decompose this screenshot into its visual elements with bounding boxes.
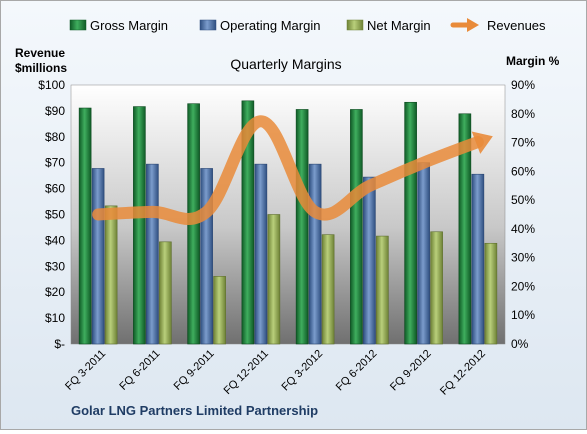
bar-net-margin [213, 276, 226, 345]
bar-operating-margin [91, 168, 105, 345]
chart-title: Quarterly Margins [230, 56, 341, 72]
right-tick-label: 90% [511, 78, 535, 92]
bar-gross-margin [404, 101, 417, 345]
left-tick-label: $100 [38, 78, 65, 92]
left-tick-label: $50 [45, 208, 65, 222]
legend-swatch-revenues [450, 18, 479, 32]
revenue-line-arrowhead [471, 131, 493, 154]
right-tick-label: 20% [511, 279, 535, 293]
category-label: FQ 9-2012 [388, 348, 434, 394]
legend-swatch-gross-margin [69, 19, 87, 31]
left-axis-title-line1: Revenue [15, 46, 65, 60]
category-label: FQ 3-2012 [280, 348, 326, 394]
revenue-line-group [92, 115, 493, 226]
right-tick-label: 70% [511, 136, 535, 150]
bar-net-margin [159, 241, 172, 345]
left-tick-label: $60 [45, 182, 65, 196]
bar-operating-margin [471, 173, 485, 345]
bar-operating-margin [417, 162, 430, 345]
bar-gross-margin [295, 109, 309, 345]
bar-gross-margin [133, 106, 146, 345]
legend-label-operating-margin: Operating Margin [220, 18, 320, 33]
bar-operating-margin [363, 176, 376, 345]
legend-label-net-margin: Net Margin [367, 18, 431, 33]
bar-net-margin [267, 214, 281, 345]
right-axis-title: Margin % [506, 54, 560, 68]
left-axis-ticks: $- $10 $20 $30 $40 $50 $60 $70 $80 $90 $100 [38, 78, 65, 351]
right-tick-label: 10% [511, 308, 535, 322]
bar-net-margin [430, 231, 443, 345]
bar-operating-margin [146, 163, 159, 345]
category-label: FQ 9-2011 [172, 348, 217, 393]
bar-net-margin [484, 242, 498, 345]
right-tick-label: 30% [511, 251, 535, 265]
left-tick-label: $- [54, 337, 65, 351]
legend-label-revenues: Revenues [487, 18, 546, 33]
bar-gross-margin [350, 109, 363, 345]
left-tick-label: $70 [45, 156, 65, 170]
right-tick-label: 0% [511, 337, 529, 351]
legend-swatch-net-margin [346, 19, 364, 31]
bar-gross-margin [458, 113, 472, 345]
bar-gross-margin [78, 107, 92, 345]
legend: Gross Margin Operating Margin Net Margin… [69, 18, 546, 33]
right-tick-label: 50% [511, 193, 535, 207]
bar-net-margin [104, 205, 118, 345]
footer-company-name: Golar LNG Partners Limited Partnership [71, 403, 318, 418]
bar-operating-margin [254, 163, 268, 345]
category-label: FQ 6-2011 [117, 348, 162, 393]
left-tick-label: $20 [45, 285, 65, 299]
left-tick-label: $30 [45, 259, 65, 273]
left-tick-label: $40 [45, 233, 65, 247]
bar-net-margin [376, 235, 389, 345]
category-label: FQ 12-2012 [438, 348, 488, 398]
category-label: FQ 6-2012 [334, 348, 380, 394]
legend-swatch-operating-margin [199, 19, 217, 31]
category-labels: FQ 3-2011 FQ 6-2011 FQ 9-2011 FQ 12-2011 FQ … [63, 348, 488, 398]
bar-net-margin [321, 234, 335, 345]
bar-operating-margin [200, 168, 213, 345]
left-tick-label: $90 [45, 104, 65, 118]
legend-label-gross-margin: Gross Margin [90, 18, 168, 33]
revenue-line [92, 115, 484, 226]
left-tick-label: $80 [45, 130, 65, 144]
bar-operating-margin [308, 163, 322, 345]
left-tick-label: $10 [45, 311, 65, 325]
right-tick-label: 80% [511, 107, 535, 121]
right-tick-label: 60% [511, 164, 535, 178]
right-tick-label: 40% [511, 222, 535, 236]
bar-gross-margin [241, 100, 255, 345]
left-axis-title-line2: $millions [15, 61, 67, 75]
right-axis-ticks: 0% 10% 20% 30% 40% 50% 60% 70% 80% 90% [511, 78, 535, 351]
category-label: FQ 3-2011 [63, 348, 108, 393]
category-label: FQ 12-2011 [222, 348, 271, 397]
